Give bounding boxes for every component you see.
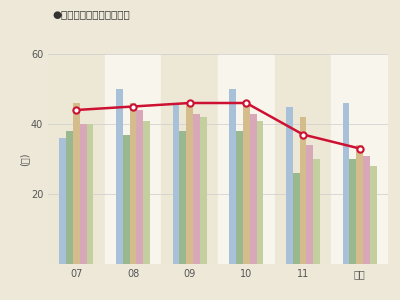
Bar: [136, 110, 143, 264]
Bar: [180, 131, 186, 264]
Bar: [143, 121, 150, 264]
Text: ●トリートメント（有料）: ●トリートメント（有料）: [52, 9, 130, 19]
Bar: [236, 131, 243, 264]
Bar: [123, 134, 130, 264]
Bar: [105, 54, 161, 264]
Bar: [186, 103, 193, 264]
Bar: [350, 159, 356, 264]
Bar: [173, 103, 180, 264]
Bar: [193, 113, 200, 264]
Bar: [293, 173, 300, 264]
Bar: [343, 103, 350, 264]
Bar: [250, 113, 256, 264]
Bar: [306, 145, 313, 264]
Bar: [73, 103, 80, 264]
Bar: [243, 103, 250, 264]
Bar: [370, 166, 377, 264]
Bar: [130, 103, 136, 264]
Bar: [286, 106, 293, 264]
Bar: [218, 54, 275, 264]
Y-axis label: (回): (回): [19, 152, 29, 166]
Bar: [256, 121, 263, 264]
Bar: [356, 145, 363, 264]
Bar: [86, 124, 93, 264]
Bar: [161, 54, 218, 264]
Bar: [116, 89, 123, 264]
Bar: [59, 138, 66, 264]
Bar: [66, 131, 73, 264]
Bar: [200, 117, 207, 264]
Bar: [229, 89, 236, 264]
Bar: [300, 117, 306, 264]
Bar: [313, 159, 320, 264]
Bar: [363, 155, 370, 264]
Bar: [80, 124, 86, 264]
Bar: [331, 54, 388, 264]
Bar: [275, 54, 331, 264]
Bar: [48, 54, 105, 264]
